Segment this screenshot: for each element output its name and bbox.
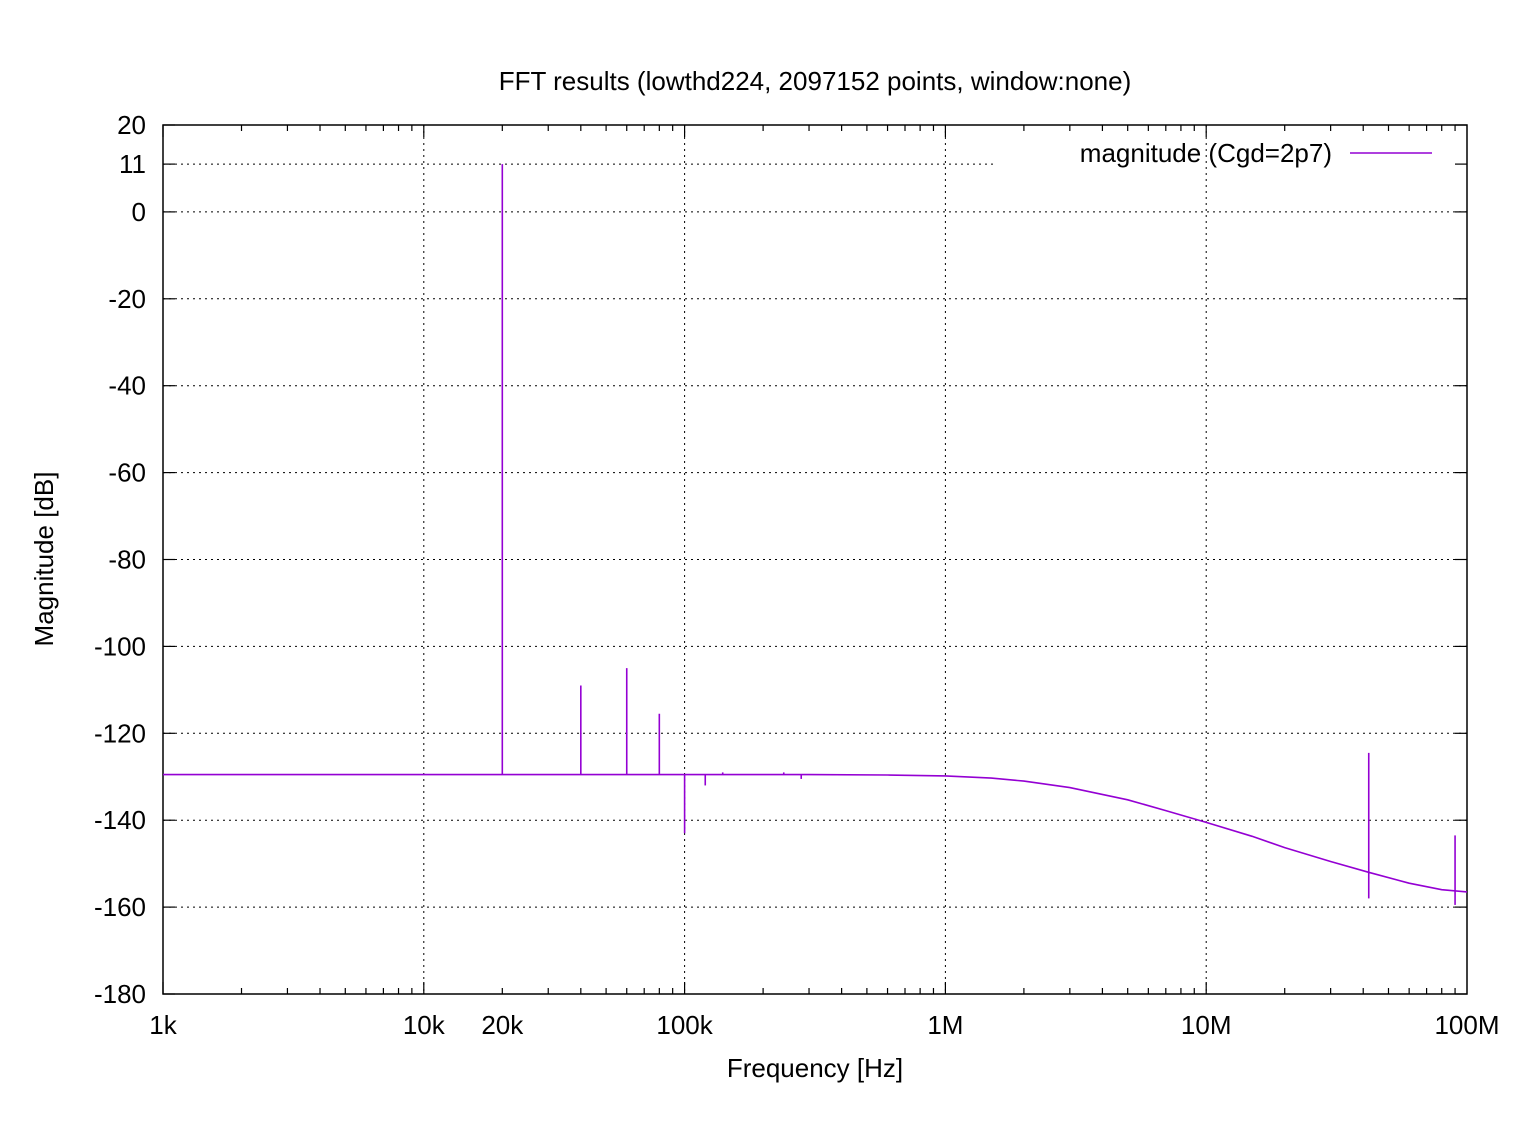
data-series xyxy=(163,164,1468,905)
x-tick-labels: 1k 10k 20k 100k 1M 10M 100M xyxy=(149,1010,1499,1040)
y-tick-labels: 20 11 0 -20 -40 -60 -80 -100 -120 -140 -160 -180 xyxy=(94,110,146,1009)
y-tick-label: -180 xyxy=(94,979,146,1009)
axis-ticks xyxy=(162,124,1467,995)
x-tick-label: 1k xyxy=(149,1010,177,1040)
x-tick-label: 100M xyxy=(1434,1010,1499,1040)
series-line xyxy=(163,773,1468,893)
y-tick-label: 0 xyxy=(132,197,146,227)
legend: magnitude (Cgd=2p7) xyxy=(1080,138,1432,168)
x-axis-label: Frequency [Hz] xyxy=(727,1053,903,1083)
grid-lines xyxy=(163,125,1467,994)
y-tick-label: -80 xyxy=(108,545,146,575)
x-tick-label: 20k xyxy=(481,1010,524,1040)
y-tick-label: -40 xyxy=(108,371,146,401)
chart-title: FFT results (lowthd224, 2097152 points, … xyxy=(499,66,1132,96)
x-tick-label: 1M xyxy=(927,1010,963,1040)
x-tick-label: 10M xyxy=(1181,1010,1232,1040)
y-tick-label: -120 xyxy=(94,718,146,748)
y-tick-label: 20 xyxy=(117,110,146,140)
y-axis-label: Magnitude [dB] xyxy=(29,472,59,647)
y-tick-label: 11 xyxy=(119,149,146,179)
y-tick-label: -160 xyxy=(94,892,146,922)
y-tick-label: -20 xyxy=(108,284,146,314)
x-tick-label: 100k xyxy=(656,1010,713,1040)
legend-label: magnitude (Cgd=2p7) xyxy=(1080,138,1332,168)
x-tick-label: 10k xyxy=(403,1010,446,1040)
y-tick-label: -140 xyxy=(94,805,146,835)
plot-frame xyxy=(162,124,1468,995)
y-tick-label: -60 xyxy=(108,458,146,488)
y-tick-label: -100 xyxy=(94,631,146,661)
